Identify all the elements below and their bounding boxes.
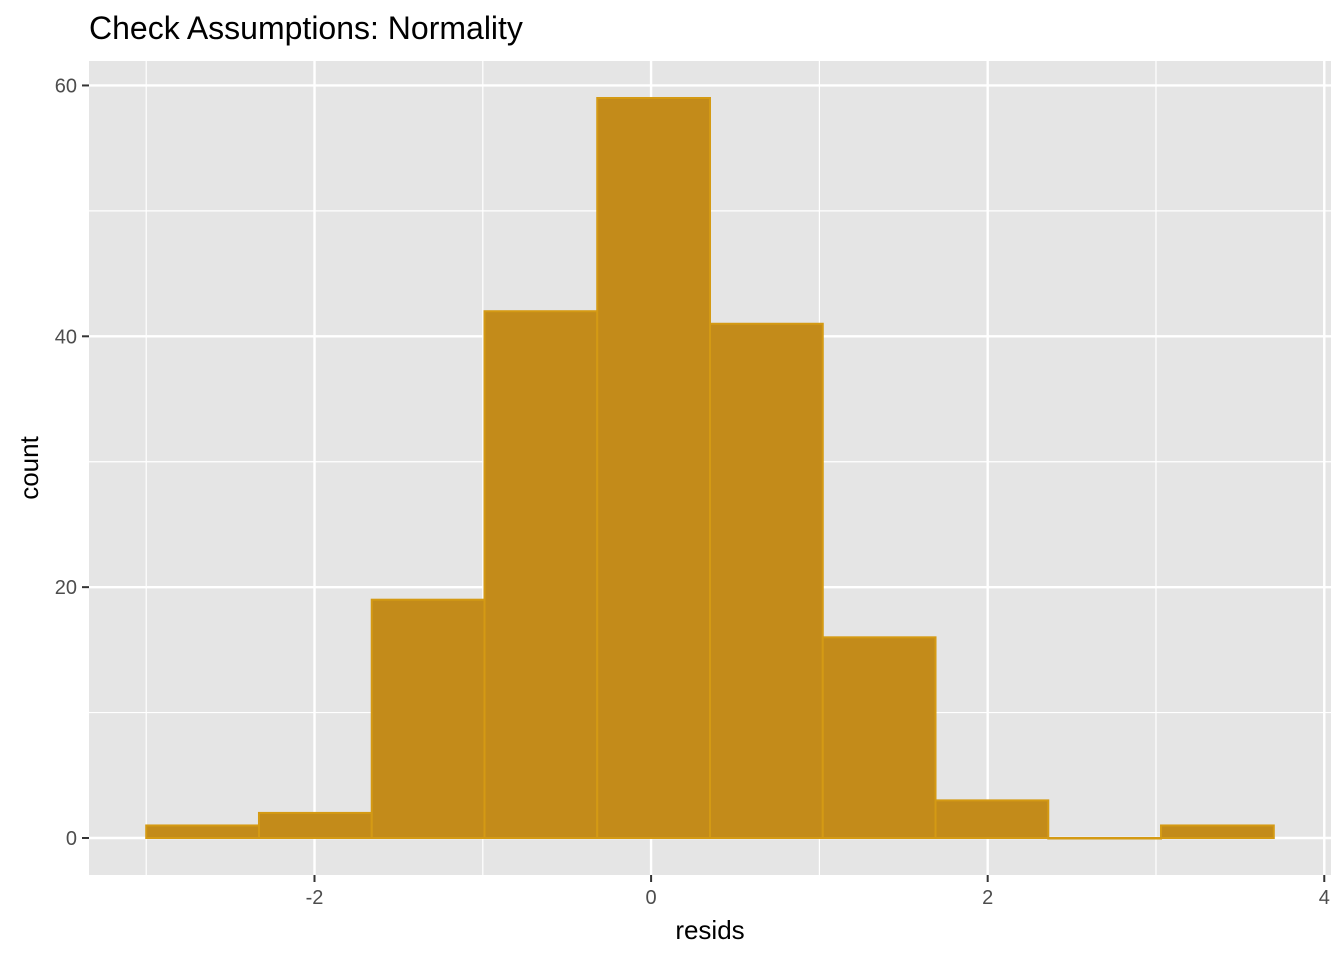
y-axis-title: count [14, 435, 44, 499]
y-tick-label: 60 [55, 75, 77, 97]
y-tick-label: 40 [55, 326, 77, 348]
histogram-bar [1047, 837, 1163, 840]
histogram-bars [145, 97, 1275, 840]
y-tick-label: 0 [66, 828, 77, 850]
histogram-bar [370, 598, 486, 839]
y-tick-label: 20 [55, 577, 77, 599]
chart-title: Check Assumptions: Normality [89, 10, 523, 46]
histogram-bar [821, 636, 937, 839]
y-axis: 0 20 40 60 [55, 75, 89, 850]
histogram-bar [709, 322, 824, 840]
x-tick-label: -2 [306, 887, 324, 909]
histogram-bar [145, 824, 260, 840]
histogram-bar [483, 310, 599, 839]
x-tick-label: 2 [982, 887, 993, 909]
x-tick-label: 4 [1319, 887, 1330, 909]
x-axis: -2 0 2 4 [306, 875, 1330, 909]
histogram-bar [257, 811, 373, 840]
histogram-bar [596, 97, 711, 839]
x-axis-title: resids [675, 915, 744, 945]
x-tick-label: 0 [646, 887, 657, 909]
histogram-bar [934, 799, 1050, 839]
histogram-bar [1160, 824, 1275, 840]
